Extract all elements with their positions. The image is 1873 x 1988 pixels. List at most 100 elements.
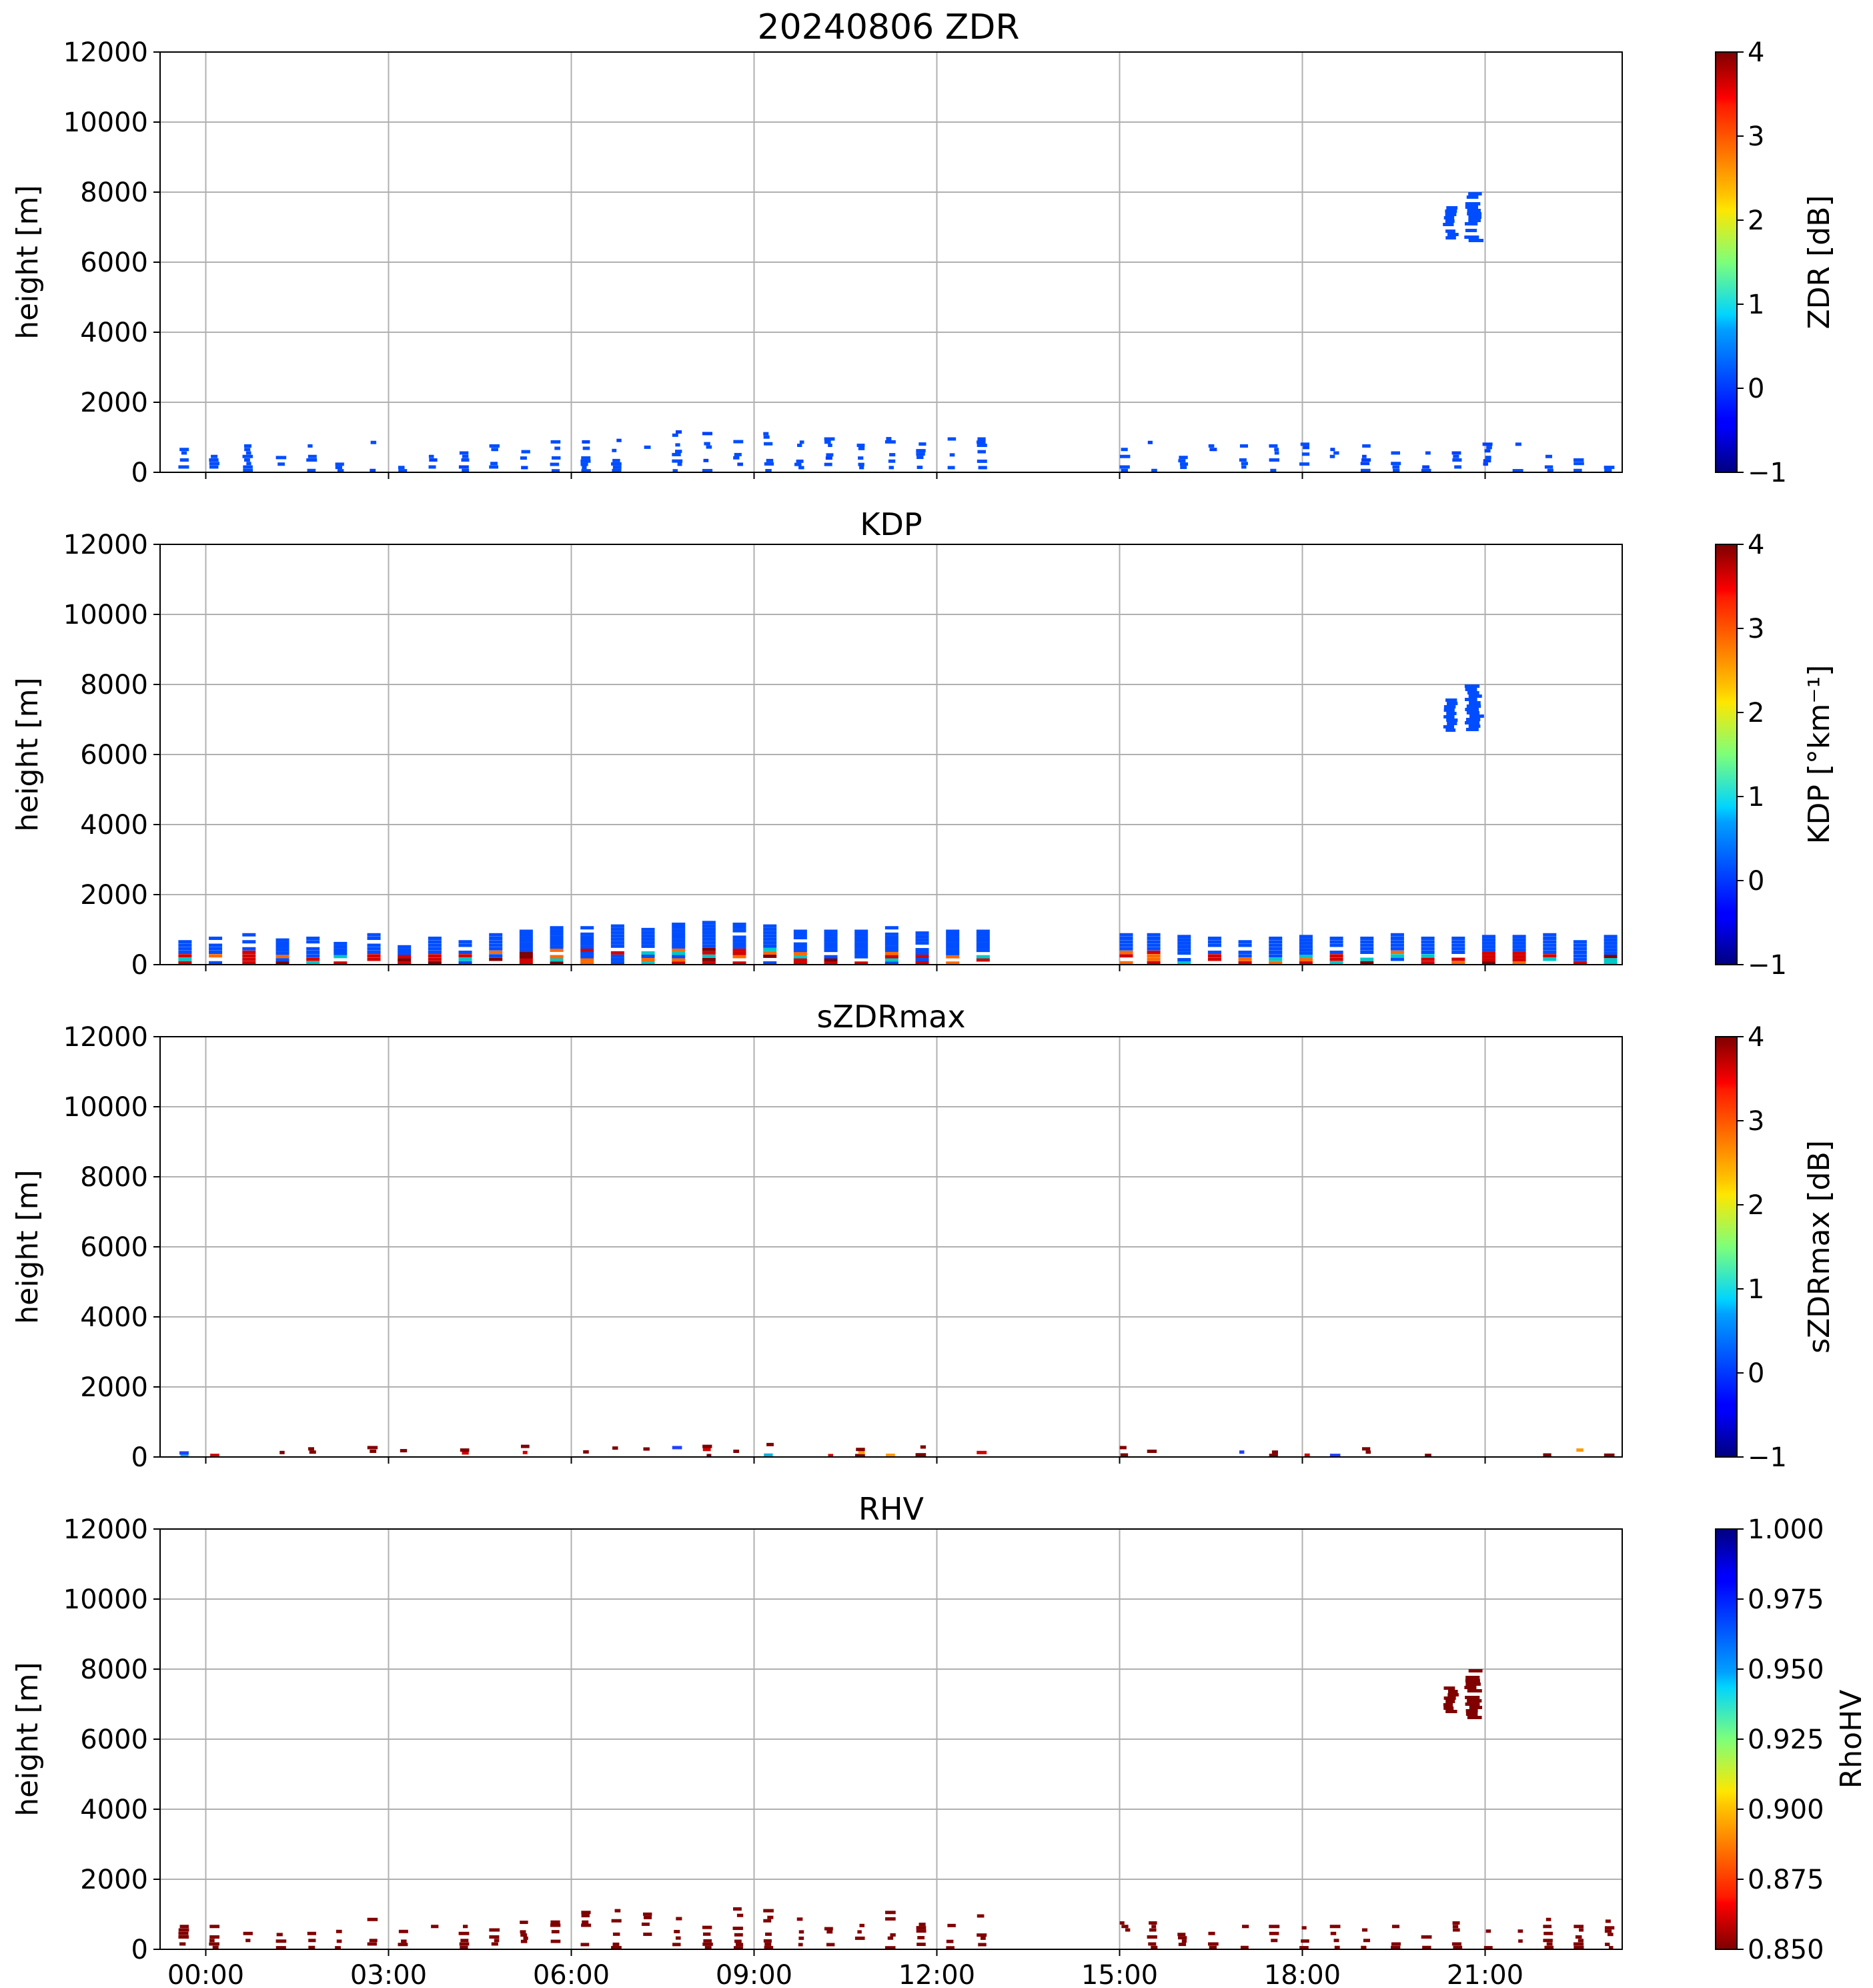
data-cell — [1360, 937, 1374, 940]
data-cell — [398, 951, 412, 955]
data-cell — [459, 451, 469, 455]
data-cell — [1391, 451, 1401, 455]
data-cell — [398, 469, 408, 473]
data-cell — [1512, 951, 1526, 955]
data-cell — [854, 942, 868, 946]
data-cell — [1239, 458, 1247, 462]
data-cell — [1177, 945, 1191, 949]
data-cell — [1604, 466, 1615, 470]
data-cell — [1425, 1454, 1431, 1458]
y-axis-label: height [m] — [11, 1662, 45, 1816]
colorbar — [1715, 1528, 1738, 1950]
data-cell — [1605, 1919, 1611, 1923]
data-cell — [1604, 955, 1618, 959]
data-cell — [889, 453, 896, 457]
colorbar — [1715, 544, 1738, 965]
data-cell — [210, 1454, 219, 1458]
data-cell — [828, 1454, 833, 1458]
data-cell — [1573, 458, 1584, 462]
data-cell — [977, 437, 986, 441]
data-cell — [522, 1450, 528, 1454]
data-cell — [209, 943, 223, 947]
data-cell — [916, 1943, 926, 1947]
data-cell — [641, 931, 655, 935]
y-tick-label: 0 — [131, 950, 148, 981]
data-cell — [1208, 1931, 1215, 1935]
data-cell — [735, 1943, 744, 1947]
data-cell — [1451, 940, 1465, 944]
data-cell — [401, 1939, 407, 1943]
data-cell — [1422, 1945, 1431, 1949]
data-cell — [610, 954, 624, 958]
data-cell — [886, 437, 892, 441]
data-cell — [1469, 714, 1484, 718]
data-cell — [489, 444, 500, 448]
colorbar-label: RhoHV — [1834, 1690, 1868, 1789]
data-cell — [398, 955, 412, 959]
data-cell — [1446, 702, 1458, 705]
figure-title: 20240806 ZDR — [758, 7, 1020, 47]
data-cell — [1119, 940, 1133, 944]
data-cell — [1179, 462, 1189, 466]
data-cell — [1465, 1696, 1480, 1699]
data-cell — [1464, 684, 1480, 688]
data-cell — [519, 939, 533, 943]
data-cell — [1333, 451, 1339, 455]
data-cell — [1484, 449, 1491, 453]
data-cell — [1451, 1942, 1461, 1946]
data-cell — [245, 451, 251, 455]
data-cell — [1360, 468, 1371, 472]
data-cell — [520, 1930, 526, 1934]
data-cell — [946, 955, 960, 959]
data-cell — [946, 1939, 954, 1943]
data-cell — [858, 456, 864, 460]
data-cell — [1465, 698, 1477, 701]
data-cell — [1151, 468, 1157, 472]
data-cell — [244, 458, 250, 462]
data-cell — [336, 1939, 342, 1943]
data-cell — [884, 939, 898, 943]
data-cell — [1238, 961, 1252, 965]
data-cell — [1147, 951, 1161, 954]
data-cell — [732, 925, 746, 929]
data-cell — [428, 961, 442, 965]
data-cell — [1238, 951, 1252, 954]
data-cell — [1512, 935, 1526, 939]
data-cell — [1543, 954, 1557, 958]
data-cell — [1452, 1921, 1460, 1925]
data-cell — [1147, 947, 1161, 951]
data-cell — [242, 954, 256, 958]
data-cell — [521, 466, 528, 470]
data-cell — [916, 449, 926, 453]
data-cell — [309, 1450, 316, 1454]
data-cell — [1421, 957, 1435, 961]
data-cell — [306, 961, 320, 965]
data-cell — [702, 921, 716, 925]
data-cell — [178, 1931, 189, 1935]
data-cell — [1360, 961, 1374, 965]
data-cell — [277, 462, 285, 466]
data-cell — [1445, 219, 1455, 223]
data-cell — [824, 462, 832, 466]
data-cell — [1274, 451, 1279, 455]
data-cell — [1443, 725, 1455, 728]
data-cell — [179, 1925, 189, 1929]
y-tick-label: 8000 — [80, 670, 148, 700]
colorbar-tick-label: −1 — [1748, 1442, 1787, 1473]
data-cell — [1330, 1931, 1337, 1935]
data-cell — [1304, 1453, 1310, 1457]
data-cell — [854, 961, 868, 965]
data-cell — [550, 929, 564, 933]
data-cell — [1421, 943, 1435, 947]
data-cell — [915, 1453, 926, 1457]
data-cell — [1421, 468, 1431, 472]
data-cell — [826, 453, 834, 457]
y-tick-label: 10000 — [63, 1092, 148, 1123]
data-cell — [489, 947, 503, 951]
y-tick-label: 12000 — [63, 37, 148, 68]
data-cell — [489, 943, 503, 947]
data-cell — [209, 961, 223, 965]
data-cell — [581, 469, 591, 473]
data-cell — [1151, 1945, 1158, 1949]
data-cell — [1512, 961, 1526, 965]
